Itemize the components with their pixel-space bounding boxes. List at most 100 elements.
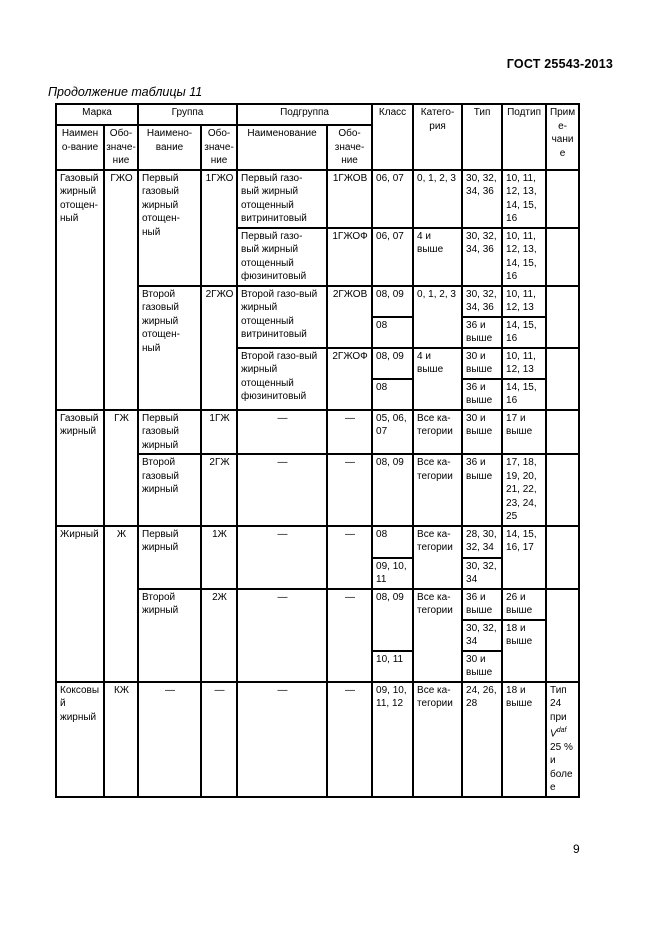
klass-cell: 08 (371, 524, 415, 559)
table-row: Второй газовый жирный 2ГЖ — — 08, 09 Все… (56, 453, 581, 527)
header-podtip: Подтип (501, 103, 548, 171)
table-row: Второй жирный 2Ж — — 08, 09 Все ка- тего… (56, 587, 581, 683)
header-gruppa-abbr: Обо- значе- ние (200, 124, 239, 171)
header-gruppa-name: Наимено- вание (137, 124, 203, 171)
header-row-subcolumns: Наимен о-вание Обо- значе- ние Наимено- … (55, 124, 579, 171)
podtip-cell: 14, 15, 16 (501, 377, 548, 411)
table-row: 08 36 и выше 14, 15, 16 (56, 377, 579, 411)
page-number: 9 (573, 842, 580, 856)
tip-cell: 30 и выше (461, 649, 504, 683)
subgroup-name-cell: Второй газо-вый жирный отощенный витрини… (236, 284, 329, 349)
klass-cell: 08 (371, 315, 415, 349)
subgroup-name-cell: Первый газо- вый жирный отощенный витрин… (236, 168, 329, 229)
header-podgruppa-name: Наименование (236, 124, 329, 171)
header-marka: Марка (54, 103, 140, 126)
category-cell: 0, 1, 2, 3 (412, 284, 464, 349)
subgroup-abbr-cell: — (326, 524, 374, 590)
note-variable: V (550, 728, 557, 740)
table-row: 09, 10, 11 30, 32, 34 (56, 556, 579, 590)
subgroup-name-cell: — (236, 587, 329, 683)
klass-cell: 09, 10, 11 (371, 556, 415, 590)
header-klass: Класс (371, 103, 415, 171)
note-text: Тип 24 при (550, 684, 567, 723)
table-row: Газовый жирный отощен- ный ГЖО Первый га… (55, 168, 581, 411)
subgroup-name-cell: Второй газо-вый жирный отощенный фюзинит… (236, 346, 329, 411)
header-podgruppa: Подгруппа (236, 103, 374, 126)
podtip-cell: 26 и выше (501, 587, 548, 621)
group-name-cell: Первый газовый жирный (137, 408, 203, 455)
header-primechanie: Прим е- чани е (545, 103, 581, 171)
tip-cell: 36 и выше (461, 377, 504, 411)
podtip-cell: 14, 15, 16, 17 (501, 524, 548, 590)
subgroup-abbr-cell: — (326, 680, 374, 798)
category-cell: 0, 1, 2, 3 (412, 168, 464, 229)
group-abbr-cell: 1ГЖО (200, 168, 239, 287)
category-cell: Все ка- тегории (412, 587, 464, 683)
note-superscript: daf (556, 727, 567, 734)
tip-cell: 28, 30, 32, 34 (461, 524, 504, 559)
podtip-cell: 17 и выше (501, 408, 548, 455)
note-cell (545, 587, 581, 683)
tip-cell: 36 и выше (461, 315, 504, 349)
podtip-cell: 17, 18, 19, 20, 21, 22, 23, 24, 25 (501, 453, 548, 527)
klass-cell: 06, 07 (371, 168, 415, 229)
klass-cell: 08, 09 (371, 587, 415, 652)
podtip-cell: 18 и выше (501, 618, 548, 683)
klass-cell: 05, 06, 07 (371, 408, 415, 455)
table-row: Второй газо-вый жирный отощенный фюзинит… (56, 346, 581, 411)
subgroup-name-cell: — (236, 408, 329, 455)
group-abbr-cell: 2ГЖО (200, 284, 239, 411)
doc-number: ГОСТ 25543-2013 (506, 57, 613, 71)
marka-abbr-cell: КЖ (102, 680, 140, 798)
header-podgruppa-abbr: Обо- значе- ние (326, 124, 374, 171)
table-row: Второй газовый жирный отощен-ный 2ГЖО Вт… (56, 284, 581, 411)
header-gruppa: Группа (137, 103, 239, 126)
group-name-cell: Второй газовый жирный (137, 453, 203, 527)
note-cell (545, 226, 581, 287)
note-cell (545, 453, 581, 527)
note-text: 25 % и более (550, 741, 573, 794)
category-cell: Все ка- тегории (412, 453, 464, 527)
marka-name-cell: Газовый жирный отощен- ный (55, 168, 105, 411)
note-cell (545, 284, 581, 349)
table-row: Первый газо- вый жирный отощенный фюзини… (56, 226, 581, 287)
subgroup-abbr-cell: — (326, 453, 374, 527)
header-marka-abbr: Обо- значе- ние (102, 124, 140, 171)
note-cell (545, 346, 581, 411)
table-row: Жирный Ж Первый жирный 1Ж — — 08 Все ка-… (55, 524, 581, 683)
group-name-cell: Первый жирный (137, 524, 203, 590)
header-row-groups: Марка Группа Подгруппа Класс Катего- рия… (54, 103, 581, 171)
group-name-cell: Второй газовый жирный отощен-ный (137, 284, 203, 411)
marka-name-cell: Коксовы й жирный (55, 680, 105, 798)
group-name-cell: Второй жирный (137, 587, 203, 683)
table-row: Газовый жирный ГЖ Первый газовый жирный … (55, 408, 581, 527)
podtip-cell: 10, 11, 12, 13, 14, 15, 16 (501, 168, 548, 229)
marka-name-cell: Жирный (55, 524, 105, 683)
tip-cell: 30, 32, 34, 36 (461, 284, 504, 318)
klass-cell: 08 (371, 377, 415, 411)
subgroup-abbr-cell: 2ГЖОФ (326, 346, 374, 411)
table-row: 08 36 и выше 14, 15, 16 (56, 315, 579, 349)
coal-classification-table: Марка Группа Подгруппа Класс Катего- рия… (54, 103, 581, 798)
note-cell (545, 408, 581, 455)
table-row: 30, 32, 34 18 и выше (56, 618, 579, 683)
klass-cell: 08, 09 (371, 453, 415, 527)
header-marka-name: Наимен о-вание (55, 124, 105, 171)
tip-cell: 36 и выше (461, 453, 504, 527)
podtip-cell: 10, 11, 12, 13 (501, 346, 548, 380)
tip-cell: 30, 32, 34 (461, 556, 504, 590)
subgroup-name-cell: — (236, 680, 329, 798)
group-abbr-cell: 2Ж (200, 587, 239, 683)
header-tip: Тип (461, 103, 504, 171)
tip-cell: 30 и выше (461, 408, 504, 455)
subgroup-name-cell: — (236, 453, 329, 527)
subgroup-abbr-cell: 2ГЖОВ (326, 284, 374, 349)
klass-cell: 08, 09 (371, 346, 415, 380)
podtip-cell: 10, 11, 12, 13, 14, 15, 16 (501, 226, 548, 287)
category-cell: 4 и выше (412, 226, 464, 287)
subgroup-abbr-cell: 1ГЖОФ (326, 226, 374, 287)
tip-cell: 30, 32, 34 (461, 618, 504, 652)
group-abbr-cell: — (200, 680, 239, 798)
category-cell: Все ка- тегории (412, 524, 464, 590)
